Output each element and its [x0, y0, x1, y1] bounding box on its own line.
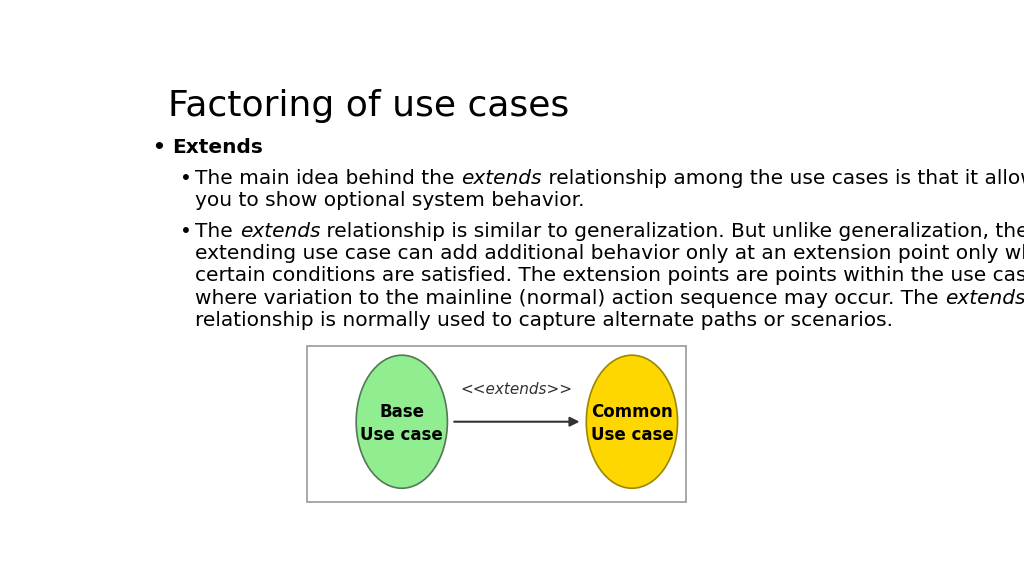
- Text: extends: extends: [945, 289, 1024, 308]
- Text: relationship is normally used to capture alternate paths or scenarios.: relationship is normally used to capture…: [196, 311, 894, 330]
- Text: certain conditions are satisfied. The extension points are points within the use: certain conditions are satisfied. The ex…: [196, 267, 1024, 286]
- Text: Factoring of use cases: Factoring of use cases: [168, 89, 569, 123]
- Text: extends: extends: [240, 222, 321, 241]
- Text: where variation to the mainline (normal) action sequence may occur. The: where variation to the mainline (normal)…: [196, 289, 945, 308]
- Text: Use case: Use case: [360, 426, 443, 444]
- Text: Base: Base: [379, 403, 424, 421]
- Text: Use case: Use case: [591, 426, 674, 444]
- Ellipse shape: [356, 355, 447, 488]
- Text: The main idea behind the: The main idea behind the: [196, 169, 462, 188]
- Text: •: •: [179, 169, 191, 188]
- Text: Extends: Extends: [172, 138, 262, 157]
- Text: Common: Common: [591, 403, 673, 421]
- FancyArrowPatch shape: [455, 418, 578, 426]
- Text: extending use case can add additional behavior only at an extension point only w: extending use case can add additional be…: [196, 244, 1024, 263]
- Text: relationship among the use cases is that it allows: relationship among the use cases is that…: [542, 169, 1024, 188]
- Text: The: The: [196, 222, 240, 241]
- Ellipse shape: [587, 355, 678, 488]
- Text: •: •: [179, 222, 191, 241]
- Text: relationship is similar to generalization. But unlike generalization, the: relationship is similar to generalizatio…: [321, 222, 1024, 241]
- Text: extends: extends: [462, 169, 542, 188]
- Text: <<extends>>: <<extends>>: [461, 382, 572, 397]
- Text: you to show optional system behavior.: you to show optional system behavior.: [196, 191, 585, 210]
- Text: •: •: [152, 138, 165, 157]
- FancyBboxPatch shape: [306, 346, 686, 502]
